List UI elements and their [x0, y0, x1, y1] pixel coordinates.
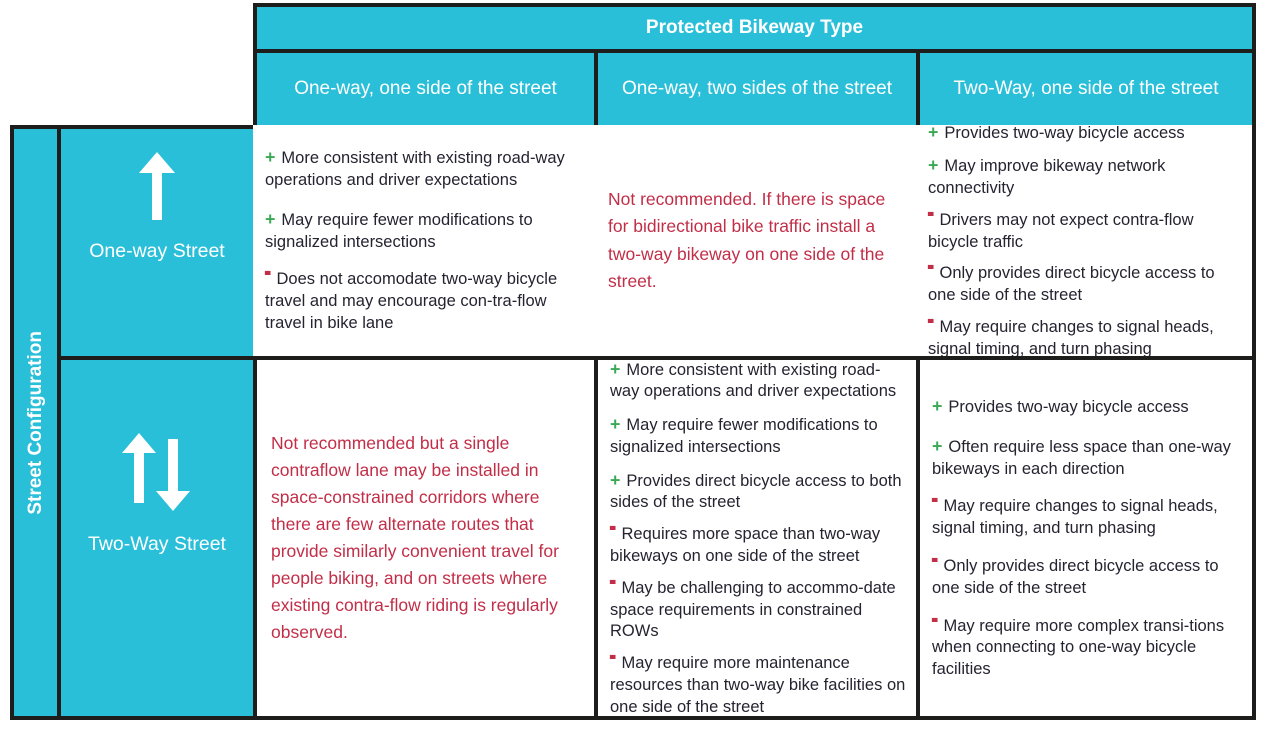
item-text: Often require less space than one-way bi… — [932, 437, 1231, 478]
item-text: More consistent with existing road-way o… — [265, 149, 565, 190]
minus-icon: - — [609, 508, 617, 546]
column-header-oneway-twosides: One-way, two sides of the street — [594, 49, 916, 125]
item-text: More consistent with existing road-way o… — [610, 360, 897, 401]
item-text: May require fewer modifications to signa… — [610, 416, 878, 456]
list-item: - May require changes to signal heads, si… — [931, 480, 1242, 540]
item-text: May require changes to signal heads, sig… — [928, 317, 1214, 356]
minus-icon: - — [931, 599, 939, 638]
row-header-label: One-way Street — [89, 240, 225, 262]
table-title-band: Protected Bikeway Type — [253, 3, 1256, 49]
list-item: + May require fewer modifications to sign… — [610, 413, 906, 459]
column-header-label: One-way, two sides of the street — [622, 78, 892, 99]
street-configuration-strip: Street Configuration — [10, 125, 57, 720]
empty-corner — [10, 3, 253, 125]
list-item: - Only provides direct bicycle access to … — [927, 247, 1242, 307]
item-text: Only provides direct bicycle access to o… — [932, 557, 1219, 597]
row-header-two-way-street: Two-Way Street — [57, 356, 253, 720]
cell-twoway-street-twoway-oneside: + Provides two-way bicycle access + Often … — [916, 356, 1256, 720]
column-header-twoway-oneside: Two-Way, one side of the street — [916, 49, 1256, 125]
cell-oneway-street-twoway-oneside: + Provides two-way bicycle access + May im… — [916, 125, 1256, 356]
minus-icon: - — [927, 193, 935, 232]
item-text: Only provides direct bicycle access to o… — [928, 264, 1215, 305]
plus-icon: + — [610, 469, 621, 490]
list-item: - May require more maintenance resources … — [609, 637, 906, 716]
minus-icon: - — [931, 480, 939, 519]
up-down-arrow-icon — [121, 431, 193, 513]
item-text: May require more complex transi-tions wh… — [932, 616, 1225, 679]
item-text: Provides direct bicycle access to both s… — [610, 471, 902, 512]
row-header-label: Two-Way Street — [88, 532, 226, 555]
item-text: Requires more space than two-way bikeway… — [610, 525, 881, 565]
item-text: May require changes to signal heads, sig… — [932, 497, 1218, 538]
row-header-one-way-street: One-way Street — [57, 125, 253, 356]
bikeway-comparison-table: Protected Bikeway Type One-way, one side… — [10, 3, 1256, 720]
plus-icon: + — [932, 435, 943, 456]
plus-icon: + — [610, 414, 621, 435]
street-configuration-label: Street Configuration — [24, 330, 46, 515]
list-item: + May require fewer modifications to sign… — [265, 208, 584, 254]
plus-icon: + — [928, 125, 939, 142]
minus-icon: - — [609, 636, 617, 675]
column-header-label: One-way, one side of the street — [294, 78, 557, 99]
minus-icon: - — [264, 253, 272, 292]
list-item: - May be challenging to accommo-date spac… — [609, 562, 906, 643]
list-item: - Requires more space than two-way bikewa… — [609, 508, 906, 568]
plus-icon: + — [265, 147, 276, 168]
list-item: - May require more complex transi-tions w… — [931, 599, 1242, 681]
item-text: May require fewer modifications to signa… — [265, 210, 533, 251]
list-item: + May improve bikeway network connectivit… — [928, 154, 1242, 200]
minus-icon: - — [609, 561, 617, 600]
list-item: - Drivers may not expect contra-flow bicy… — [927, 194, 1242, 254]
item-text: Provides two-way bicycle access — [948, 398, 1189, 417]
list-item: - May require changes to signal heads, si… — [927, 301, 1242, 356]
minus-icon: - — [931, 539, 939, 578]
not-recommended-note: Not recommended. If there is space for b… — [608, 189, 886, 291]
item-text: May require more maintenance resources t… — [610, 654, 906, 716]
item-text: Provides two-way bicycle access — [944, 125, 1185, 142]
list-item: - Does not accomodate two-way bicycle tra… — [264, 253, 584, 334]
table-title: Protected Bikeway Type — [645, 17, 864, 38]
cell-oneway-street-oneway-oneside: + More consistent with existing road-way … — [253, 125, 594, 356]
list-item: + Provides direct bicycle access to both … — [610, 469, 906, 515]
cell-twoway-street-oneway-twosides: + More consistent with existing road-way … — [594, 356, 916, 720]
list-item: + Provides two-way bicycle access — [932, 395, 1242, 419]
up-arrow-icon — [138, 152, 176, 220]
plus-icon: + — [932, 396, 943, 417]
minus-icon: - — [927, 300, 935, 339]
item-text: May improve bikeway network connectivity — [928, 157, 1166, 198]
plus-icon: + — [928, 155, 939, 176]
item-text: May be challenging to accommo-date space… — [610, 578, 896, 641]
plus-icon: + — [610, 358, 621, 379]
item-text: Does not accomodate two-way bicycle trav… — [265, 270, 558, 332]
cell-twoway-street-oneway-oneside: Not recommended but a single contraflow … — [253, 356, 594, 720]
list-item: + More consistent with existing road-way … — [265, 146, 584, 192]
list-item: + Often require less space than one-way b… — [932, 435, 1242, 481]
column-header-label: Two-Way, one side of the street — [953, 78, 1219, 99]
plus-icon: + — [265, 208, 276, 229]
column-header-oneway-oneside: One-way, one side of the street — [253, 49, 594, 125]
list-item: - Only provides direct bicycle access to … — [931, 540, 1242, 600]
not-recommended-note: Not recommended but a single contraflow … — [271, 432, 559, 643]
minus-icon: - — [927, 247, 935, 286]
list-item: + More consistent with existing road-way … — [610, 358, 906, 403]
cell-oneway-street-oneway-twosides: Not recommended. If there is space for b… — [594, 125, 916, 356]
list-item: + Provides two-way bicycle access — [928, 125, 1242, 144]
item-text: Drivers may not expect contra-flow bicyc… — [928, 210, 1194, 251]
